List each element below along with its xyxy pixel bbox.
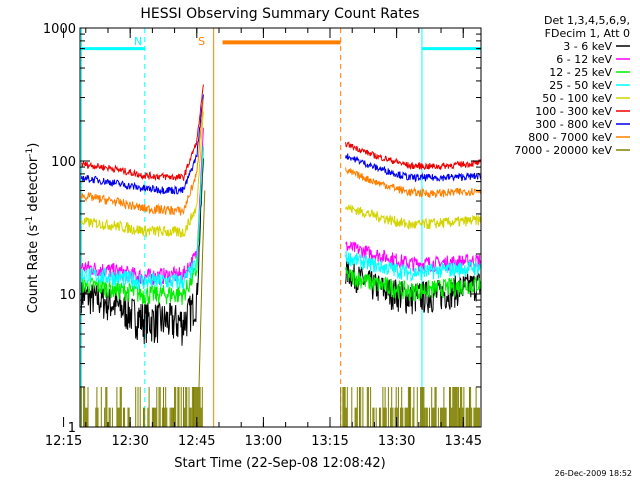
- x-tick-label: 12:30: [111, 434, 148, 449]
- y-tick-label: 1: [68, 421, 76, 436]
- series-line: [80, 387, 203, 427]
- series-line: [198, 190, 206, 387]
- series-line: [340, 387, 480, 427]
- series-line: [345, 250, 482, 282]
- x-tick-label: 13:45: [445, 434, 482, 449]
- series-7: [80, 99, 482, 216]
- series-6: [80, 94, 482, 196]
- y-tick-label: 1000: [43, 22, 76, 37]
- legend-entry-label: 7000 - 20000 keV: [514, 144, 612, 157]
- legend-header: Det 1,3,4,5,6,9,: [544, 14, 630, 27]
- axes: 1 10 100 1000 12:15 12:30 12:45 13:00 13:15 13:30…: [43, 22, 482, 449]
- legend-entry-label: 300 - 800 keV: [535, 118, 612, 131]
- legend-entry-label: 800 - 7000 keV: [528, 131, 612, 144]
- series-line: [345, 203, 482, 231]
- legend-entry-label: 12 - 25 keV: [549, 66, 612, 79]
- x-tick-label: 13:00: [245, 434, 282, 449]
- plot-frame: [79, 27, 482, 428]
- legend-entry-label: 3 - 6 keV: [563, 40, 612, 53]
- legend-entry-label: 25 - 50 keV: [549, 79, 612, 92]
- y-tick-label: 100: [51, 155, 76, 170]
- date-stamp: 26-Dec-2009 18:52: [555, 469, 632, 478]
- series-line: [80, 145, 204, 290]
- legend-header: FDecim 1, Att 0: [545, 27, 630, 40]
- x-tick-label: 13:30: [378, 434, 415, 449]
- series-5: [81, 84, 481, 182]
- series-line: [80, 99, 204, 216]
- legend-entry-label: 100 - 300 keV: [535, 105, 612, 118]
- x-axis-label: Start Time (22-Sep-08 12:08:42): [174, 456, 385, 471]
- series-3: [80, 145, 482, 290]
- legend-entry-label: 6 - 12 keV: [556, 53, 612, 66]
- series-line: [80, 94, 204, 196]
- y-axis-label: Count Rate (s-1 detector-1): [25, 143, 41, 314]
- series-4: [80, 111, 482, 239]
- series-line: [345, 266, 482, 302]
- annotation-s: S: [198, 35, 205, 48]
- x-tick-label: 13:15: [311, 434, 348, 449]
- x-tick-label: 12:15: [45, 434, 82, 449]
- series-line: [345, 167, 482, 199]
- legend: Det 1,3,4,5,6,9,FDecim 1, Att 03 - 6 keV…: [514, 14, 630, 157]
- annotation-n: N: [134, 35, 142, 48]
- series-line: [345, 153, 482, 183]
- y-tick-label: 10: [59, 288, 76, 303]
- legend-entry-label: 50 - 100 keV: [542, 92, 612, 105]
- series-line: [345, 241, 482, 273]
- chart-title: HESSI Observing Summary Count Rates: [140, 6, 419, 22]
- series-line: [81, 84, 204, 182]
- series-line: [80, 111, 204, 239]
- x-tick-label: 12:45: [178, 434, 215, 449]
- series-8: [80, 190, 480, 427]
- series-line: [345, 141, 481, 171]
